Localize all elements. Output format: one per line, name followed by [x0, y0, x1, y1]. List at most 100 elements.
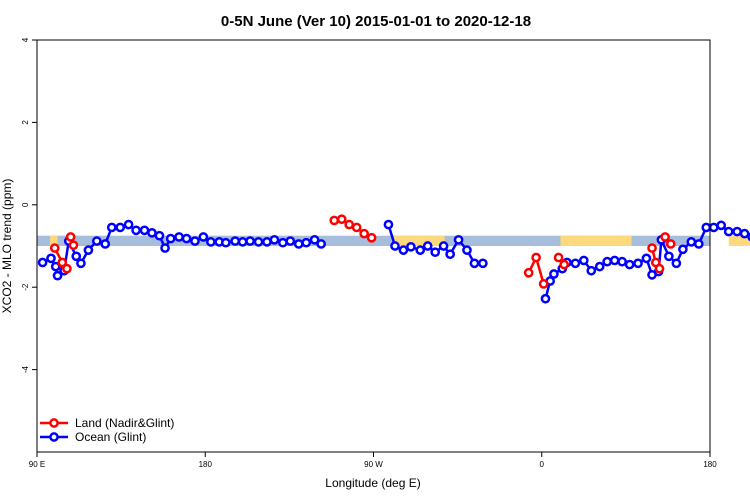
ocean-data-point	[578, 255, 589, 266]
ocean-data-point	[671, 258, 682, 269]
ocean-data-point	[624, 259, 635, 270]
legend-land-label: Land (Nadir&Glint)	[75, 416, 174, 430]
ocean-data-point	[37, 257, 48, 268]
legend: Land (Nadir&Glint)Ocean (Glint)	[40, 416, 174, 444]
ocean-data-point	[83, 245, 94, 255]
ocean-data-point	[71, 251, 82, 262]
ocean-data-point	[453, 234, 464, 245]
land-band-segment	[728, 235, 750, 246]
chart-title: 0-5N June (Ver 10) 2015-01-01 to 2020-12…	[221, 13, 531, 30]
legend-ocean-marker	[49, 432, 59, 442]
ocean-data-point	[262, 237, 272, 247]
y-tick-label: 4	[21, 37, 30, 42]
land-data-point	[366, 232, 377, 243]
ocean-data-point	[301, 237, 312, 248]
ocean-data-point	[230, 236, 241, 246]
ocean-data-point	[309, 234, 320, 245]
y-tick-label: -4	[21, 365, 30, 373]
ocean-data-point	[430, 247, 441, 258]
y-tick-label: 2	[21, 120, 30, 125]
x-tick-label: 90 W	[364, 460, 383, 469]
ocean-data-point	[398, 245, 409, 255]
ocean-data-point	[732, 226, 742, 237]
ocean-data-point	[206, 237, 216, 247]
ocean-data-point	[540, 293, 551, 304]
ocean-data-point	[293, 239, 304, 249]
ocean-data-point	[602, 256, 613, 267]
y-tick-label: -2	[21, 283, 30, 291]
ocean-data-point	[383, 219, 394, 230]
ocean-data-point	[664, 251, 674, 262]
ocean-data-point	[106, 222, 117, 233]
ocean-data-point	[139, 225, 150, 236]
land-data-point	[68, 240, 79, 251]
land-data-point	[351, 222, 362, 233]
ocean-data-point	[438, 241, 449, 251]
ocean-data-point	[190, 236, 200, 246]
land-data-point	[665, 239, 676, 249]
ocean-data-point	[693, 239, 704, 249]
ocean-data-point	[147, 227, 157, 238]
land-data-point	[65, 232, 76, 242]
land-series	[49, 214, 676, 289]
land-data-point	[359, 228, 370, 239]
y-axis-label: XCO2 - MLO trend (ppm)	[0, 179, 14, 314]
land-band-segment	[394, 235, 445, 246]
ocean-data-point	[131, 225, 141, 236]
ocean-data-point	[678, 244, 688, 255]
ocean-data-point	[277, 237, 288, 248]
ocean-data-point	[165, 233, 176, 244]
ocean-data-point	[594, 261, 605, 272]
ocean-data-point	[316, 239, 327, 249]
ocean-data-point	[174, 232, 184, 242]
ocean-data-point	[462, 245, 472, 255]
y-tick-label: 0	[21, 202, 30, 207]
ocean-data-point	[478, 258, 488, 269]
legend-land-marker	[49, 418, 59, 428]
ocean-data-point	[269, 234, 280, 245]
ocean-data-point	[701, 222, 712, 233]
ocean-data-point	[422, 241, 433, 251]
y-axis: -4 -2 0 2 4	[21, 37, 37, 373]
legend-ocean-label: Ocean (Glint)	[75, 430, 146, 444]
ocean-data-point	[469, 258, 480, 269]
ocean-data-point	[285, 236, 296, 246]
ocean-data-point	[220, 237, 231, 248]
ocean-data-point	[198, 232, 209, 242]
land-band-segment	[560, 235, 632, 246]
land-data-point	[538, 279, 549, 289]
ocean-data-point	[181, 233, 192, 244]
land-data-point	[647, 243, 657, 253]
ocean-data-point	[570, 258, 581, 269]
x-tick-label: 0	[540, 460, 545, 469]
land-data-point	[559, 259, 570, 270]
land-data-point	[660, 232, 670, 242]
ocean-data-point	[50, 261, 61, 272]
ocean-data-point	[723, 226, 734, 237]
land-data-point	[523, 267, 534, 278]
ocean-data-point	[91, 236, 102, 246]
series-layer	[37, 214, 750, 304]
ocean-data-point	[633, 258, 643, 269]
ocean-data-point	[415, 245, 426, 255]
ocean-data-point	[549, 269, 559, 279]
ocean-data-point	[123, 219, 134, 230]
ocean-data-point	[406, 241, 416, 252]
ocean-data-point	[237, 237, 248, 247]
land-data-point	[336, 214, 347, 225]
ocean-data-point	[154, 230, 165, 241]
ocean-data-point	[245, 236, 255, 246]
ocean-data-point	[617, 256, 627, 267]
land-data-point	[531, 252, 541, 263]
ocean-data-point	[76, 258, 86, 269]
land-data-point	[344, 219, 355, 230]
ocean-series	[37, 219, 750, 304]
ocean-data-point	[253, 237, 264, 247]
land-data-point	[654, 263, 665, 274]
ocean-data-point	[100, 239, 111, 249]
x-tick-label: 180	[703, 460, 717, 469]
x-axis-label: Longitude (deg E)	[325, 476, 420, 490]
x-axis: 90 E 180 90 W 0 180	[29, 452, 717, 469]
ocean-data-point	[586, 265, 597, 276]
ocean-data-point	[46, 253, 56, 264]
